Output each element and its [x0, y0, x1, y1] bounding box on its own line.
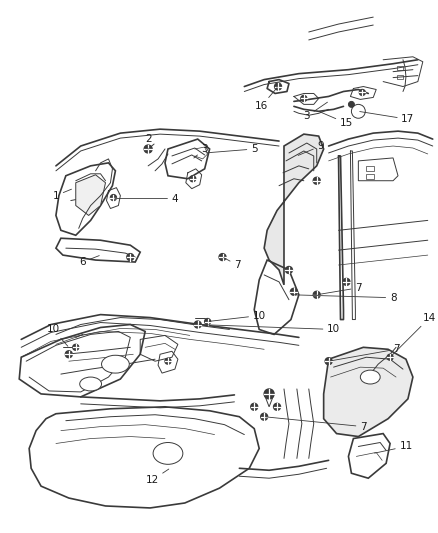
- Text: 4: 4: [115, 193, 178, 204]
- Circle shape: [264, 389, 274, 399]
- Circle shape: [73, 344, 79, 350]
- Text: 5: 5: [206, 144, 258, 154]
- Circle shape: [65, 351, 72, 358]
- Bar: [366, 166, 374, 171]
- Circle shape: [190, 176, 196, 182]
- Circle shape: [274, 403, 280, 410]
- Ellipse shape: [80, 377, 102, 391]
- Circle shape: [219, 254, 226, 261]
- Circle shape: [261, 413, 268, 420]
- Text: 15: 15: [320, 112, 353, 128]
- Circle shape: [301, 95, 307, 101]
- Circle shape: [325, 358, 332, 365]
- Circle shape: [205, 319, 211, 325]
- Circle shape: [251, 403, 258, 410]
- Text: 7: 7: [318, 283, 362, 295]
- Circle shape: [313, 177, 320, 184]
- Ellipse shape: [153, 442, 183, 464]
- Text: 2: 2: [145, 134, 152, 149]
- Text: 11: 11: [374, 441, 413, 453]
- Text: 14: 14: [391, 312, 436, 356]
- Bar: [397, 75, 403, 78]
- Text: 12: 12: [145, 469, 169, 485]
- Polygon shape: [264, 134, 324, 285]
- Bar: [397, 66, 403, 70]
- Text: 10: 10: [209, 311, 266, 321]
- Text: 1: 1: [53, 189, 71, 200]
- Circle shape: [349, 101, 354, 107]
- Circle shape: [165, 358, 171, 364]
- Polygon shape: [324, 348, 413, 437]
- Circle shape: [387, 354, 393, 360]
- Text: 7: 7: [265, 417, 367, 432]
- Bar: [366, 174, 374, 179]
- Circle shape: [286, 266, 293, 273]
- Text: 7: 7: [330, 344, 399, 361]
- Text: 16: 16: [254, 87, 277, 111]
- Polygon shape: [76, 175, 106, 215]
- Text: 3: 3: [304, 102, 328, 122]
- Circle shape: [127, 254, 134, 261]
- Text: 9: 9: [298, 141, 324, 156]
- Circle shape: [359, 90, 365, 95]
- Text: 17: 17: [360, 111, 414, 124]
- Circle shape: [343, 278, 350, 285]
- Text: 10: 10: [199, 325, 340, 335]
- Text: 7: 7: [224, 258, 241, 270]
- Circle shape: [290, 288, 297, 295]
- Circle shape: [110, 195, 117, 200]
- Text: 8: 8: [292, 293, 396, 303]
- Circle shape: [351, 104, 365, 118]
- Ellipse shape: [360, 370, 380, 384]
- Ellipse shape: [102, 356, 129, 373]
- Circle shape: [313, 292, 320, 298]
- Text: 3: 3: [194, 144, 208, 158]
- Circle shape: [194, 321, 201, 328]
- Circle shape: [144, 145, 152, 153]
- Text: 10: 10: [46, 325, 68, 346]
- Text: 6: 6: [79, 256, 99, 267]
- Circle shape: [275, 83, 282, 90]
